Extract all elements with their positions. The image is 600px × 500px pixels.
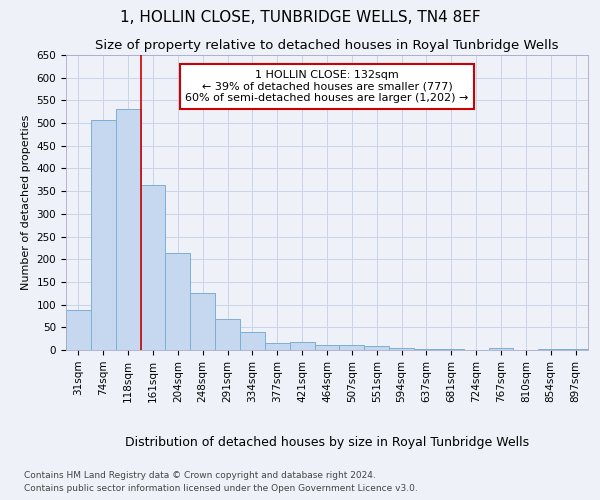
Bar <box>240 332 265 350</box>
Bar <box>340 346 364 350</box>
Text: 1 HOLLIN CLOSE: 132sqm
← 39% of detached houses are smaller (777)
60% of semi-de: 1 HOLLIN CLOSE: 132sqm ← 39% of detached… <box>185 70 469 103</box>
Title: Size of property relative to detached houses in Royal Tunbridge Wells: Size of property relative to detached ho… <box>95 40 559 52</box>
Text: Distribution of detached houses by size in Royal Tunbridge Wells: Distribution of detached houses by size … <box>125 436 529 449</box>
Text: Contains HM Land Registry data © Crown copyright and database right 2024.: Contains HM Land Registry data © Crown c… <box>24 470 376 480</box>
Bar <box>563 348 588 350</box>
Bar <box>314 346 340 350</box>
Bar <box>116 110 140 350</box>
Text: 1, HOLLIN CLOSE, TUNBRIDGE WELLS, TN4 8EF: 1, HOLLIN CLOSE, TUNBRIDGE WELLS, TN4 8E… <box>119 10 481 25</box>
Bar <box>488 348 514 350</box>
Bar <box>215 319 240 350</box>
Text: Contains public sector information licensed under the Open Government Licence v3: Contains public sector information licen… <box>24 484 418 493</box>
Bar <box>290 342 314 350</box>
Bar <box>91 120 116 350</box>
Bar <box>190 294 215 350</box>
Bar <box>265 343 290 350</box>
Bar <box>439 349 464 350</box>
Bar <box>66 310 91 350</box>
Bar <box>538 348 563 350</box>
Bar <box>389 348 414 350</box>
Bar <box>140 186 166 350</box>
Bar <box>166 254 190 350</box>
Y-axis label: Number of detached properties: Number of detached properties <box>21 115 31 290</box>
Bar <box>414 349 439 350</box>
Bar <box>364 346 389 350</box>
